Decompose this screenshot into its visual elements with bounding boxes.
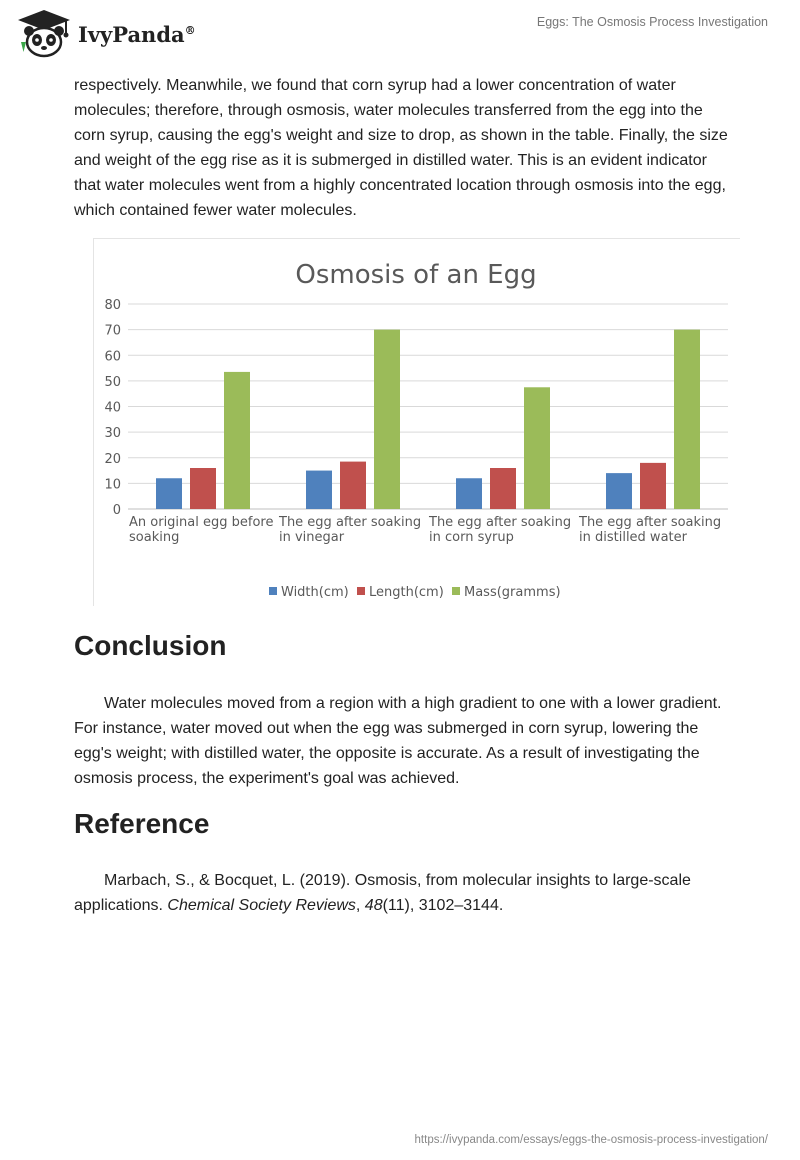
x-category-label: The egg after soaking in corn syrup	[428, 515, 571, 545]
brand-name: IvyPanda®	[78, 21, 196, 47]
chart-title: Osmosis of an Egg	[295, 260, 536, 290]
bar-length-cm-3	[640, 462, 666, 509]
y-tick-label: 80	[104, 298, 121, 313]
chart-container: Osmosis of an Egg 0 10 20 30 40 50 60 70 80 An o…	[93, 238, 740, 606]
bar-mass-gramms-1	[374, 329, 400, 509]
reference-journal: Chemical Society Reviews	[167, 897, 356, 914]
legend-swatch	[452, 587, 460, 595]
bar-width-cm-0	[156, 478, 182, 509]
reference-volume: 48	[364, 897, 383, 914]
x-category-label: The egg after soaking in distilled water	[578, 515, 721, 545]
y-tick-label: 10	[104, 477, 121, 492]
legend-label: Length(cm)	[369, 585, 444, 600]
bar-length-cm-0	[190, 468, 216, 509]
conclusion-paragraph: Water molecules moved from a region with…	[74, 695, 722, 787]
y-tick-label: 30	[104, 426, 121, 441]
bar-mass-gramms-0	[224, 371, 250, 509]
legend-swatch	[269, 587, 277, 595]
conclusion-heading: Conclusion	[74, 630, 227, 661]
y-tick-label: 70	[104, 324, 121, 339]
legend-label: Width(cm)	[281, 585, 349, 600]
y-tick-label: 60	[104, 349, 121, 364]
reference-entry: Marbach, S., & Bocquet, L. (2019). Osmos…	[74, 868, 734, 918]
legend-label: Mass(gramms)	[464, 585, 561, 600]
x-category-label: The egg after soaking in vinegar	[278, 515, 421, 545]
panda-graduate-icon	[18, 10, 70, 58]
bar-length-cm-2	[490, 468, 516, 509]
reference-heading: Reference	[74, 808, 210, 839]
y-tick-label: 40	[104, 401, 121, 416]
x-category-label: An original egg before soaking	[129, 515, 273, 545]
osmosis-bar-chart: Osmosis of an Egg 0 10 20 30 40 50 60 70 80 An o…	[93, 238, 740, 606]
reference-authors: Marbach, S., & Bocquet, L. (2019). Osmos…	[74, 872, 691, 914]
source-url[interactable]: https://ivypanda.com/essays/eggs-the-osm…	[414, 1134, 768, 1146]
ivypanda-logo[interactable]: IvyPanda®	[16, 8, 196, 58]
bar-mass-gramms-3	[674, 329, 700, 509]
bar-length-cm-1	[340, 461, 366, 509]
page-header: IvyPanda® Eggs: The Osmosis Process Inve…	[0, 0, 800, 70]
y-tick-label: 50	[104, 375, 121, 390]
bar-width-cm-2	[456, 478, 482, 509]
legend-swatch	[357, 587, 365, 595]
bar-width-cm-1	[306, 470, 332, 509]
bar-mass-gramms-2	[524, 387, 550, 509]
y-tick-label: 0	[113, 503, 121, 518]
document-title: Eggs: The Osmosis Process Investigation	[536, 15, 768, 29]
reference-issue-pages: (11), 3102–3144.	[382, 897, 504, 914]
y-tick-label: 20	[104, 452, 121, 467]
reference-sep: ,	[355, 897, 365, 914]
intro-paragraph: respectively. Meanwhile, we found that c…	[74, 77, 728, 219]
bar-width-cm-3	[606, 473, 632, 509]
